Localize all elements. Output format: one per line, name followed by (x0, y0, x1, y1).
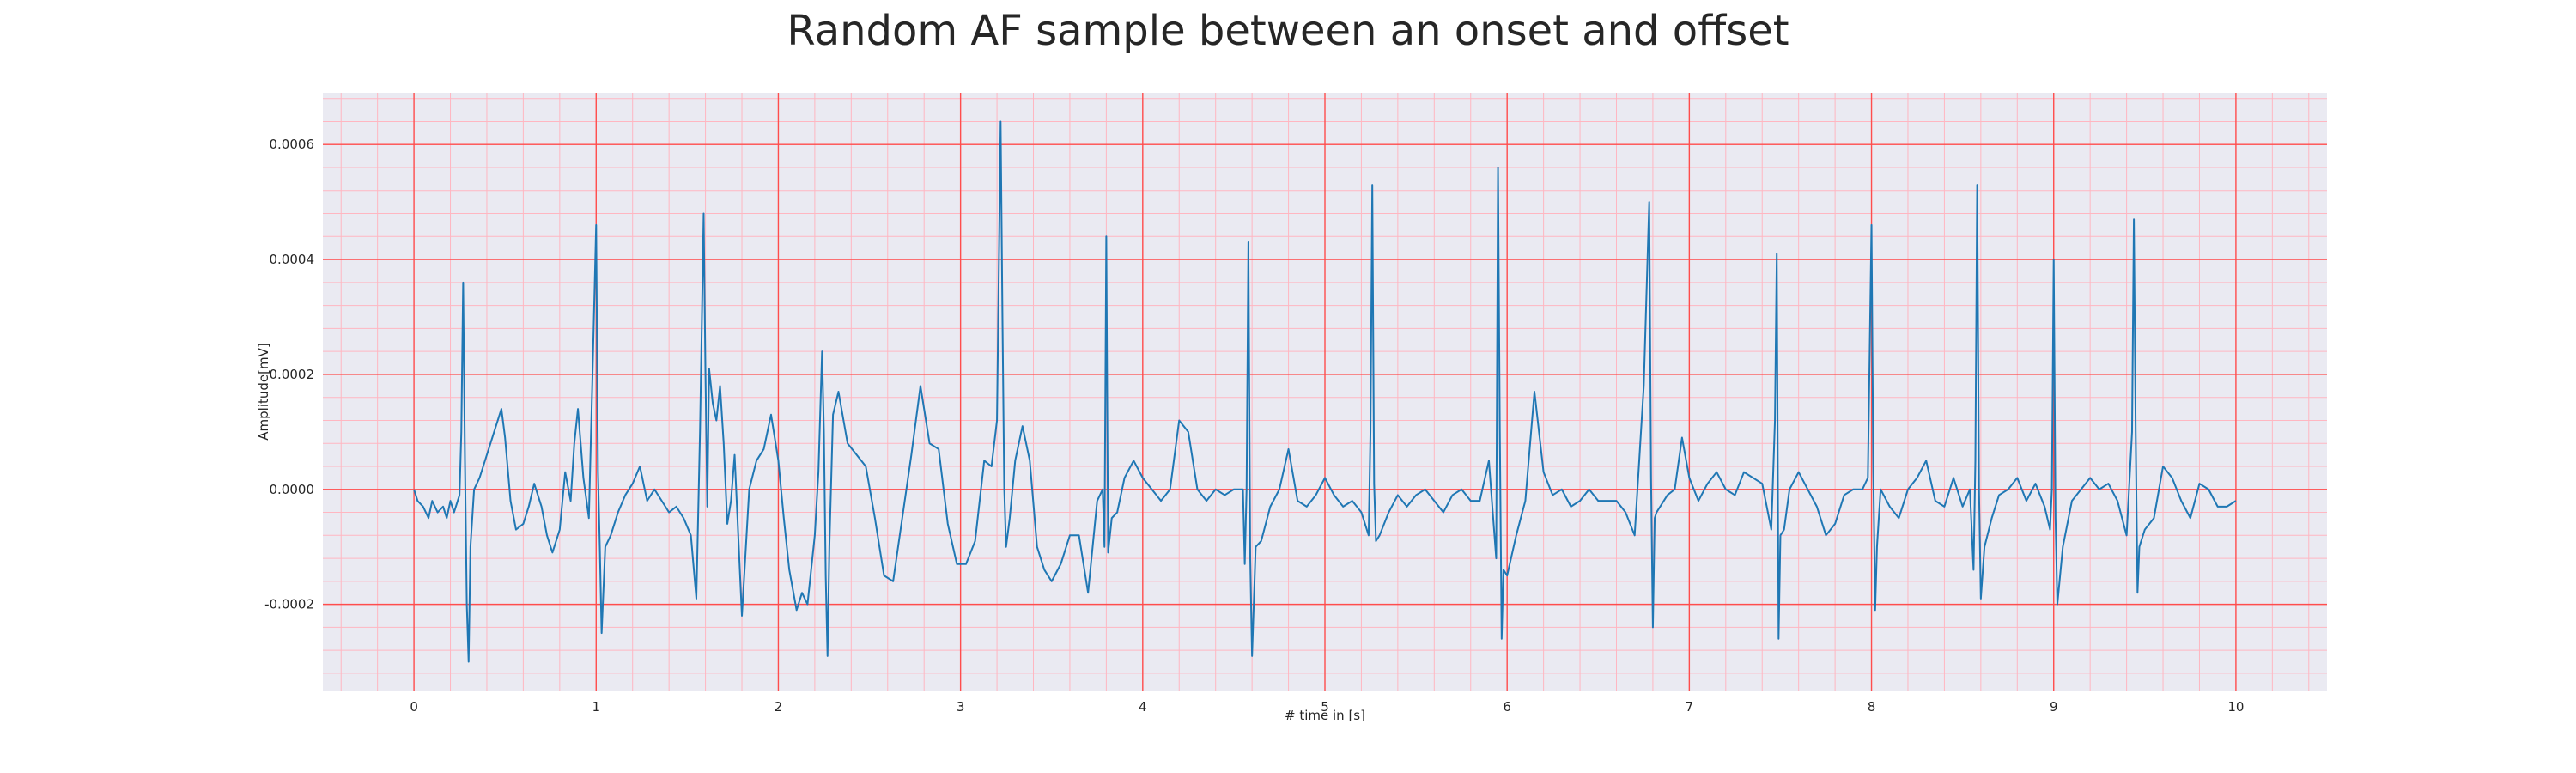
x-tick-label: 10 (2227, 699, 2244, 715)
x-tick-label: 1 (592, 699, 600, 715)
chart-title: Random AF sample between an onset and of… (787, 7, 1789, 55)
x-tick-label: 5 (1321, 699, 1329, 715)
x-tick-label: 4 (1139, 699, 1147, 715)
x-tick-label: 8 (1868, 699, 1876, 715)
y-tick-label: 0.0002 (270, 367, 315, 382)
x-tick-label: 3 (957, 699, 965, 715)
x-tick-label: 6 (1503, 699, 1511, 715)
major-grid (323, 93, 2327, 691)
y-axis: -0.0002 0.0000 0.0002 0.0004 0.0006 (264, 137, 314, 612)
x-tick-label: 7 (1686, 699, 1694, 715)
y-tick-label: 0.0000 (270, 482, 315, 497)
x-tick-label: 2 (775, 699, 783, 715)
y-tick-label: 0.0006 (270, 137, 315, 152)
x-tick-label: 0 (410, 699, 418, 715)
x-tick-label: 9 (2050, 699, 2058, 715)
y-axis-label: Amplitude[mV] (256, 343, 271, 440)
series-line (413, 120, 2237, 663)
y-tick-label: 0.0004 (270, 252, 315, 267)
y-tick-label: -0.0002 (264, 597, 314, 612)
x-axis: 0 1 2 3 4 5 6 7 8 9 10 (410, 699, 2244, 715)
x-axis-label: # time in [s] (1285, 708, 1365, 723)
